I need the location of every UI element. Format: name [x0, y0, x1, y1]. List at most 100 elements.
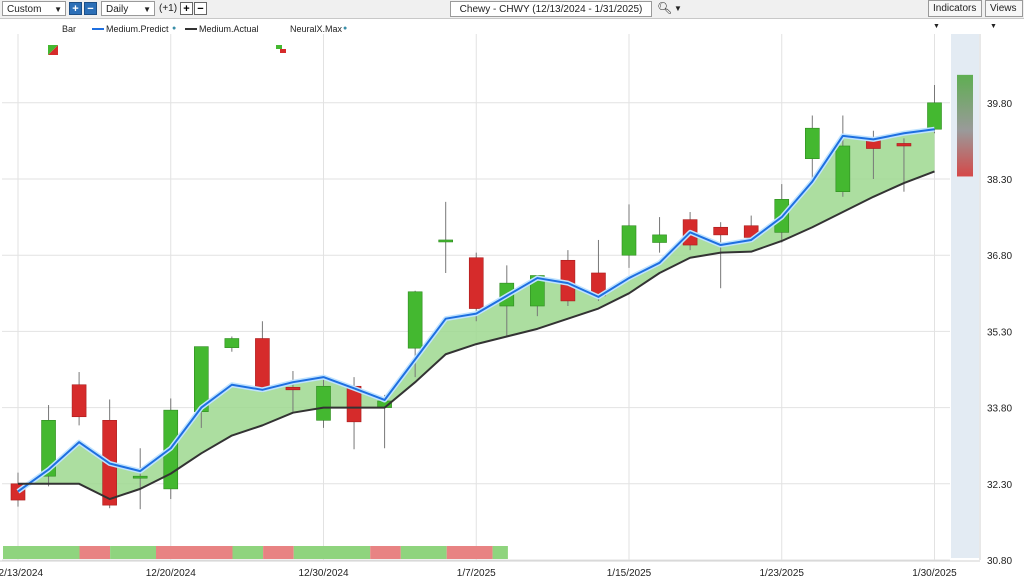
x-tick-label: 1/23/2025: [760, 568, 805, 579]
y-tick-label: 38.30: [987, 175, 1012, 186]
candle-body: [224, 338, 240, 348]
y-tick-label: 32.30: [987, 480, 1012, 491]
candle-body: [743, 225, 759, 238]
predict-glow: [16, 126, 935, 494]
candles: [10, 85, 942, 510]
range-select-value: Custom: [7, 4, 42, 15]
candle-body: [713, 226, 728, 236]
views-label: Views: [990, 3, 1017, 14]
offset-label: (+1): [159, 3, 178, 14]
series-lines: [16, 126, 935, 501]
candle-body: [438, 239, 454, 243]
y-tick-label: 30.80: [987, 556, 1012, 567]
y-tick-label: 39.80: [987, 99, 1012, 110]
interval-select[interactable]: Daily ▼: [101, 1, 155, 16]
axes: 30.80 32.30 33.80 35.30 36.80 38.30 39.80 12/13…: [0, 34, 1012, 579]
strip-segment: [446, 546, 493, 559]
candle-body: [896, 143, 912, 147]
candle-body: [163, 409, 179, 490]
toolbar: Custom ▼ + − Daily ▼ (+1) + − Chewy - CH…: [0, 0, 1024, 30]
forecast-panel: [951, 34, 979, 558]
grid: [2, 34, 950, 561]
strip-segment: [370, 546, 401, 559]
x-tick-label: 1/30/2025: [912, 568, 957, 579]
chevron-down-icon: ▼: [54, 5, 62, 14]
legend-bar[interactable]: Bar: [62, 24, 77, 34]
neuralx-strip: [3, 546, 508, 559]
legend: Bar Medium.Predict ● Medium.Actual Neura…: [0, 20, 800, 55]
legend-actual-swatch: [185, 28, 197, 30]
candle-body: [530, 275, 545, 307]
actual-line: [18, 170, 935, 501]
range-select[interactable]: Custom ▼: [2, 1, 66, 16]
candle-body: [41, 419, 56, 477]
chevron-down-icon[interactable]: ▼: [674, 4, 682, 13]
chart-title[interactable]: Chewy - CHWY (12/13/2024 - 1/31/2025): [450, 1, 652, 17]
candle-body: [774, 199, 790, 233]
candle-body: [285, 386, 301, 391]
legend-actual[interactable]: Medium.Actual: [199, 24, 259, 34]
zoom-out-button[interactable]: −: [84, 2, 97, 15]
candle-body: [499, 282, 515, 307]
band-fill: [18, 129, 935, 500]
settings-dot-icon[interactable]: ●: [343, 25, 348, 32]
strip-segment: [3, 546, 80, 559]
x-tick-label: 12/20/2024: [146, 568, 196, 579]
legend-neuralx[interactable]: NeuralX.Max: [290, 24, 343, 34]
candle-body: [468, 257, 484, 309]
strip-segment: [263, 546, 294, 559]
candle-body: [194, 346, 209, 412]
prediction-band: [18, 129, 935, 500]
offset-plus-button[interactable]: +: [180, 2, 193, 15]
candle-body: [377, 400, 392, 408]
strip-segment: [156, 546, 233, 559]
legend-predict-swatch: [92, 28, 104, 30]
strip-segment: [400, 546, 447, 559]
candle-body: [682, 219, 698, 246]
strip-segment: [232, 546, 264, 559]
candle-body: [132, 475, 148, 479]
y-tick-label: 33.80: [987, 404, 1012, 415]
strip-segment: [492, 546, 508, 559]
candle-body: [407, 291, 423, 349]
x-tick-label: 12/30/2024: [298, 568, 348, 579]
x-tick-label: 1/7/2025: [457, 568, 496, 579]
candle-body: [71, 384, 87, 418]
chevron-down-icon: ▼: [990, 23, 997, 30]
candle-body: [560, 259, 576, 302]
candle-body: [927, 102, 942, 130]
legend-predict[interactable]: Medium.Predict: [106, 24, 169, 34]
candle-body: [652, 234, 667, 243]
x-tick-label: 12/13/2024: [0, 568, 43, 579]
offset-minus-button[interactable]: −: [194, 2, 207, 15]
indicators-label: Indicators: [933, 3, 977, 14]
candle-body: [316, 385, 331, 421]
candle-body: [835, 145, 851, 192]
y-tick-label: 36.80: [987, 251, 1012, 262]
chevron-down-icon: ▼: [933, 23, 940, 30]
candle-body: [621, 225, 637, 256]
candle-body: [346, 385, 362, 423]
candle-body: [591, 272, 606, 297]
search-icon[interactable]: 🔍︎: [657, 1, 673, 15]
strip-segment: [79, 546, 111, 559]
candle-body: [255, 338, 270, 388]
interval-select-value: Daily: [106, 4, 129, 15]
views-button[interactable]: Views ▼: [985, 0, 1023, 30]
bar-icon: [48, 45, 58, 55]
forecast-range-bar: [957, 74, 973, 177]
candle-body: [804, 127, 820, 159]
settings-dot-icon[interactable]: ●: [172, 25, 177, 32]
candle-body: [866, 138, 881, 149]
chevron-down-icon: ▼: [143, 5, 151, 14]
candle-body: [102, 419, 117, 506]
candle-body: [10, 483, 26, 501]
strip-segment: [293, 546, 371, 559]
y-tick-label: 35.30: [987, 327, 1012, 338]
zoom-in-button[interactable]: +: [69, 2, 82, 15]
neuralx-icon: [276, 45, 286, 53]
x-tick-label: 1/15/2025: [607, 568, 652, 579]
indicators-button[interactable]: Indicators ▼: [928, 0, 982, 30]
strip-segment: [110, 546, 156, 559]
